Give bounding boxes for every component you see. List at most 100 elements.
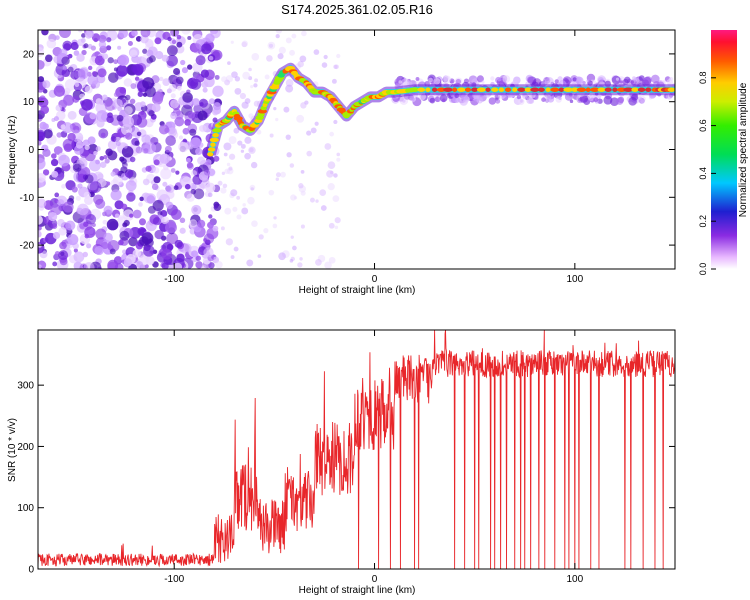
noise-dot [201, 264, 207, 269]
noise-dot [38, 60, 45, 70]
noise-dot [67, 110, 77, 120]
noise-dot [173, 67, 181, 76]
noise-dot [118, 30, 129, 39]
band-noise-dot [554, 79, 559, 84]
noise-dot [187, 111, 196, 119]
noise-dot [256, 129, 262, 135]
signal-blob [417, 87, 426, 92]
noise-dot [336, 152, 341, 157]
band-noise-dot [398, 80, 402, 84]
noise-dot [77, 38, 85, 47]
spectrogram-noise [38, 30, 675, 269]
noise-dot [142, 178, 150, 186]
noise-dot [241, 40, 249, 47]
noise-dot [151, 103, 161, 113]
spectrogram-ylabel: Frequency (Hz) [7, 116, 18, 185]
snr-x-tick-label: 100 [566, 574, 583, 585]
band-noise-dot [619, 80, 623, 84]
spectrogram-y-tick-label: 0 [28, 145, 34, 156]
noise-dot [166, 243, 174, 251]
noise-dot [283, 106, 290, 113]
noise-dot [38, 140, 42, 146]
noise-dot [204, 169, 211, 176]
noise-dot [285, 37, 292, 44]
noise-dot [174, 110, 184, 120]
noise-dot [67, 132, 76, 142]
noise-dot [129, 156, 136, 163]
noise-dot [148, 55, 156, 63]
noise-dot [247, 196, 255, 205]
noise-dot [122, 116, 135, 128]
band-noise-dot [640, 99, 645, 104]
noise-dot [228, 136, 237, 144]
noise-dot [107, 259, 119, 269]
noise-dot [191, 204, 202, 215]
noise-dot [159, 76, 164, 82]
band-noise-dot [642, 76, 652, 86]
spectrogram-y-tick-label: 20 [23, 49, 35, 60]
noise-dot [170, 93, 176, 99]
noise-dot [58, 227, 67, 236]
band-noise-dot [488, 97, 497, 105]
noise-dot [97, 68, 107, 78]
noise-dot [251, 53, 260, 61]
noise-dot [160, 209, 168, 218]
band-noise-dot [615, 77, 620, 81]
noise-dot [214, 74, 220, 80]
noise-dot [190, 78, 202, 90]
noise-dot [81, 33, 86, 38]
noise-dot [202, 87, 208, 93]
noise-dot [70, 70, 80, 80]
noise-dot [38, 215, 43, 225]
noise-dot [106, 181, 111, 186]
noise-dot [212, 85, 224, 97]
noise-dot [84, 30, 93, 39]
noise-dot [76, 53, 85, 62]
band-noise-dot [441, 98, 446, 103]
noise-dot [324, 261, 332, 269]
noise-dot [242, 71, 251, 80]
noise-dot [62, 65, 68, 71]
noise-dot [139, 101, 146, 108]
signal-blob [207, 147, 216, 152]
noise-dot [225, 238, 233, 246]
noise-dot [164, 145, 172, 153]
noise-dot [107, 140, 118, 150]
noise-dot [227, 61, 231, 65]
noise-dot [125, 180, 137, 192]
noise-dot [275, 172, 281, 178]
noise-dot [91, 71, 97, 77]
noise-dot [236, 195, 241, 200]
noise-dot [138, 202, 143, 207]
signal-blob [637, 87, 646, 92]
noise-dot [128, 237, 138, 247]
band-noise-dot [429, 97, 436, 104]
snr-xlabel: Height of straight line (km) [299, 585, 416, 596]
noise-dot [117, 54, 130, 66]
chart-title: S174.2025.361.02.05.R16 [281, 2, 433, 17]
noise-dot [97, 173, 104, 180]
noise-dot [187, 64, 193, 70]
noise-dot [162, 78, 170, 86]
noise-dot [275, 177, 279, 181]
noise-dot [152, 167, 160, 174]
noise-dot [182, 92, 193, 103]
noise-dot [191, 250, 199, 258]
signal-blob [512, 87, 518, 92]
signal-blob [209, 137, 219, 143]
band-noise-dot [401, 78, 410, 87]
snr-y-tick-label: 200 [17, 442, 34, 453]
noise-dot [257, 254, 262, 258]
noise-dot [159, 93, 165, 98]
noise-dot [239, 92, 247, 100]
noise-dot [101, 241, 109, 250]
signal-blob [443, 87, 453, 92]
signal-blob [558, 87, 565, 92]
band-noise-dot [439, 94, 448, 103]
signal-blob [590, 87, 600, 92]
noise-dot [51, 223, 58, 230]
noise-dot [135, 146, 143, 154]
noise-dot [38, 264, 42, 269]
noise-dot [240, 143, 246, 149]
